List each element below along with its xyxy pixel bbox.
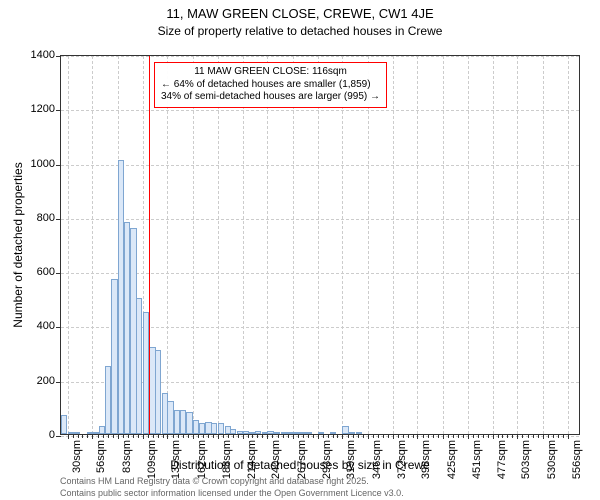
- histogram-bar: [199, 423, 205, 434]
- info-box-line: ← 64% of detached houses are smaller (1,…: [161, 79, 380, 92]
- histogram-bar: [286, 432, 292, 434]
- attribution-text: Contains HM Land Registry data © Crown c…: [60, 476, 600, 499]
- histogram-bar: [155, 350, 161, 434]
- histogram-bar: [349, 432, 355, 434]
- y-tick-label: 800: [15, 212, 55, 224]
- y-tick-label: 1200: [15, 103, 55, 115]
- histogram-bar: [180, 410, 186, 434]
- plot-area: 11 MAW GREEN CLOSE: 116sqm← 64% of detac…: [60, 55, 580, 435]
- histogram-bar: [342, 426, 348, 434]
- chart-title-line2: Size of property relative to detached ho…: [0, 24, 600, 38]
- histogram-bar: [274, 432, 280, 434]
- histogram-bar: [330, 432, 336, 434]
- histogram-bar: [255, 431, 261, 434]
- info-box-line: 11 MAW GREEN CLOSE: 116sqm: [161, 66, 380, 79]
- histogram-bar: [61, 415, 67, 434]
- histogram-bar: [105, 366, 111, 434]
- bars-layer: [61, 56, 579, 434]
- info-box-line: 34% of semi-detached houses are larger (…: [161, 91, 380, 104]
- histogram-bar: [186, 412, 192, 434]
- y-tick-label: 0: [15, 429, 55, 441]
- x-axis-label: Distribution of detached houses by size …: [0, 458, 600, 472]
- histogram-bar: [143, 312, 149, 434]
- y-tick-label: 1000: [15, 158, 55, 170]
- histogram-bar: [356, 432, 362, 434]
- histogram-bar: [218, 423, 224, 434]
- y-tick-label: 200: [15, 375, 55, 387]
- histogram-bar: [230, 429, 236, 434]
- histogram-bar: [167, 401, 173, 434]
- attribution-line: Contains HM Land Registry data © Crown c…: [60, 476, 600, 488]
- histogram-bar: [73, 432, 79, 434]
- y-tick-label: 400: [15, 320, 55, 332]
- histogram-bar: [211, 423, 217, 434]
- histogram-bar: [136, 298, 142, 434]
- histogram-bar: [299, 432, 305, 434]
- y-tick-label: 600: [15, 266, 55, 278]
- histogram-bar: [305, 432, 311, 434]
- y-axis-label: Number of detached properties: [11, 162, 25, 327]
- attribution-line: Contains public sector information licen…: [60, 488, 600, 500]
- histogram-bar: [111, 279, 117, 434]
- reference-line: [149, 56, 150, 434]
- chart-title-line1: 11, MAW GREEN CLOSE, CREWE, CW1 4JE: [0, 6, 600, 21]
- y-tick-label: 1400: [15, 49, 55, 61]
- histogram-bar: [124, 222, 130, 434]
- info-box: 11 MAW GREEN CLOSE: 116sqm← 64% of detac…: [154, 62, 387, 108]
